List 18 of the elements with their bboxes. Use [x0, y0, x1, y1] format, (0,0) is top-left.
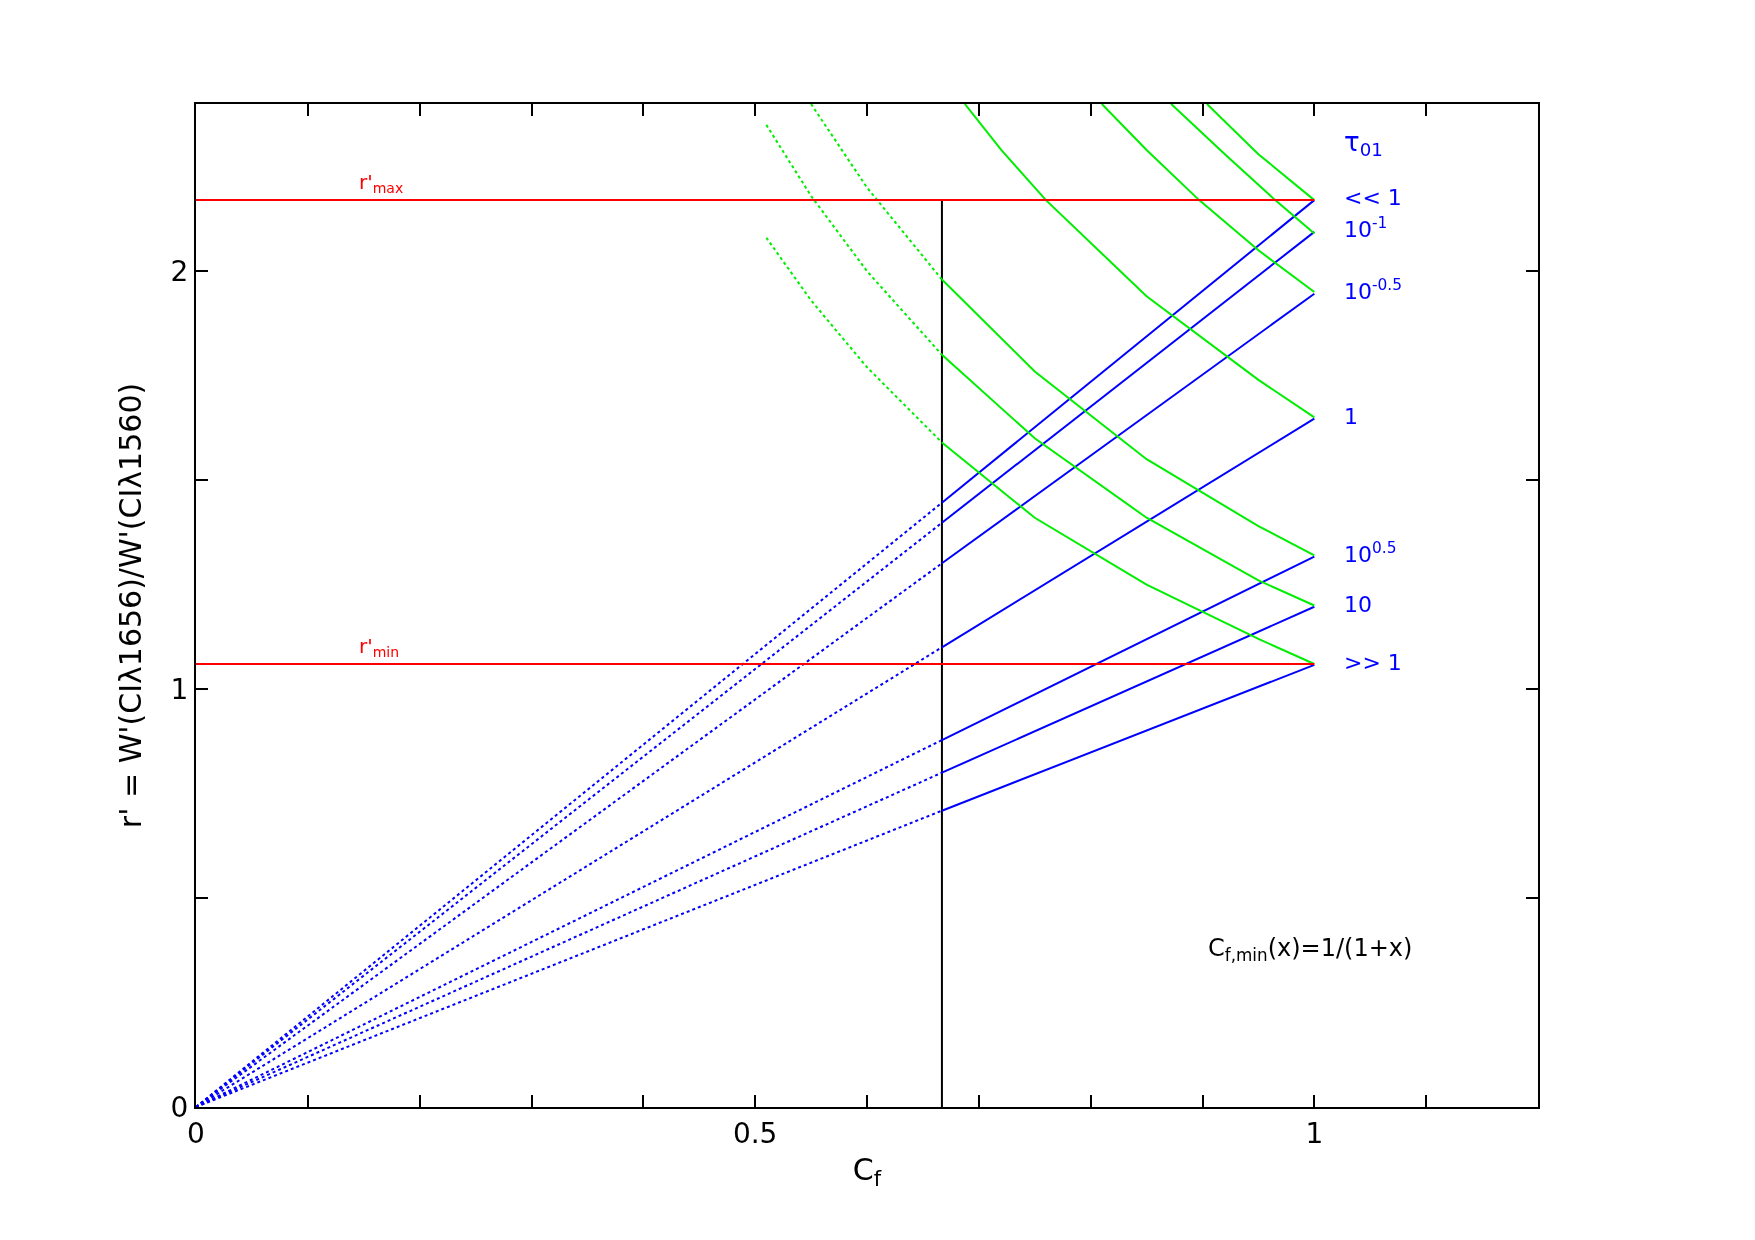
annotation: C$_{f,min}$(x)=1/(1+x) [1208, 934, 1413, 966]
series-label: 10$^{0.5}$ [1344, 539, 1397, 568]
series-label: << 1 [1344, 185, 1402, 210]
x-tick-label: 1 [1305, 1116, 1324, 1150]
series-label: 10$^{-0.5}$ [1344, 276, 1403, 305]
x-axis-title: C$_{f}$ [852, 1151, 882, 1191]
series-label: 1 [1344, 404, 1358, 429]
y-tick-label: 1 [170, 672, 189, 706]
series-label: >> 1 [1344, 650, 1402, 675]
ref-line-label: r'$_{min}$ [359, 634, 400, 661]
y-axis-title: r' = W'(CIλ1656)/W'(CIλ1560) [113, 382, 149, 829]
y-tick-label: 2 [170, 254, 189, 288]
ref-line-label: r'$_{max}$ [359, 170, 404, 197]
series-label: 10$^{-1}$ [1344, 214, 1388, 243]
y-tick-label: 0 [170, 1090, 189, 1124]
x-tick-label: 0.5 [732, 1116, 778, 1150]
legend-title: τ$_{01}$ [1344, 127, 1383, 161]
series-label: 10 [1344, 592, 1372, 617]
